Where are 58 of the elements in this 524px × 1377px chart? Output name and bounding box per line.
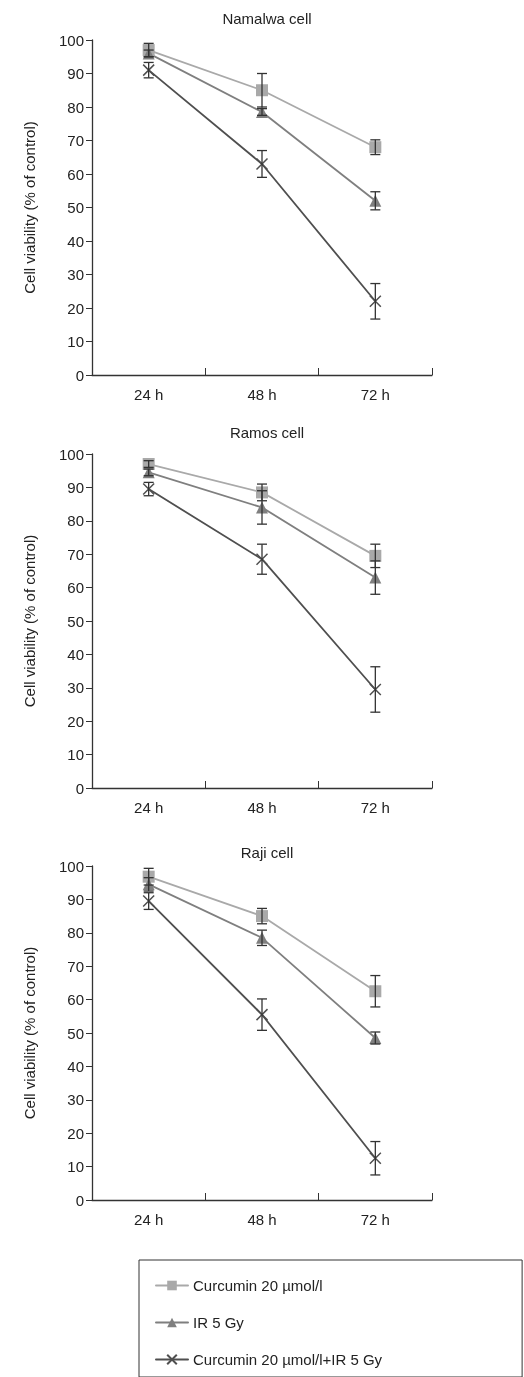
y-axis-title: Cell viability (% of control) [21, 946, 38, 1120]
y-tick-label: 0 [75, 366, 84, 384]
chart-title: Raji cell [240, 844, 294, 861]
point [255, 552, 269, 566]
y-tick-label: 80 [67, 924, 84, 942]
y-tick-label: 20 [67, 1124, 84, 1142]
legend-label: IR 5 Gy [193, 1314, 245, 1331]
y-tick-label: 10 [67, 333, 84, 350]
y-tick-label: 40 [67, 1057, 84, 1075]
x-tick-label: 72 h [360, 799, 390, 816]
y-tick-label: 100 [58, 31, 84, 49]
y-tick-label: 0 [75, 1191, 84, 1209]
point [369, 1152, 382, 1165]
y-tick-label: 60 [67, 165, 84, 183]
y-tick-label: 30 [67, 1091, 84, 1109]
y-tick-label: 100 [58, 857, 84, 875]
y-axis-title: Cell viability (% of control) [21, 121, 38, 294]
y-tick-label: 10 [67, 746, 84, 764]
y-tick-label: 70 [67, 132, 84, 149]
y-tick-label: 40 [67, 645, 84, 663]
chart-title: Namalwa cell [222, 10, 312, 27]
x-tick-label: 24 h [134, 1211, 164, 1228]
y-tick-label: 50 [67, 199, 84, 216]
y-tick-label: 30 [67, 679, 84, 697]
y-tick-label: 20 [67, 712, 84, 730]
y-tick-label: 60 [67, 579, 84, 597]
y-tick-label: 90 [67, 890, 84, 908]
y-tick-label: 60 [67, 991, 84, 1009]
y-tick-label: 40 [67, 232, 84, 250]
point [369, 295, 382, 308]
y-tick-label: 90 [67, 65, 84, 82]
y-tick-label: 70 [67, 545, 84, 563]
point [369, 683, 382, 696]
y-tick-label: 30 [67, 266, 84, 283]
x-tick-label: 72 h [360, 1211, 390, 1228]
y-axis-title: Cell viability (% of control) [21, 534, 38, 708]
y-tick-label: 10 [67, 1158, 84, 1176]
x-tick-label: 72 h [360, 386, 390, 403]
y-tick-label: 50 [67, 612, 84, 630]
y-tick-label: 70 [67, 957, 84, 975]
point [369, 985, 382, 998]
y-tick-label: 90 [67, 478, 84, 496]
y-tick-label: 100 [58, 445, 84, 463]
point [255, 157, 269, 171]
y-tick-label: 20 [67, 299, 84, 317]
x-tick-label: 24 h [134, 386, 164, 403]
legend-label: Curcumin 20 µmol/l+IR 5 Gy [193, 1351, 383, 1368]
y-tick-label: 80 [67, 98, 84, 116]
legend-label: Curcumin 20 µmol/l [193, 1277, 323, 1294]
x-tick-label: 24 h [134, 799, 164, 816]
y-tick-label: 80 [67, 512, 84, 530]
x-tick-label: 48 h [247, 386, 277, 403]
point [255, 1008, 269, 1021]
x-tick-label: 48 h [247, 799, 277, 816]
x-tick-label: 48 h [247, 1211, 277, 1228]
y-tick-label: 50 [67, 1024, 84, 1042]
chart-title: Ramos cell [229, 424, 305, 441]
y-tick-label: 0 [75, 779, 84, 797]
